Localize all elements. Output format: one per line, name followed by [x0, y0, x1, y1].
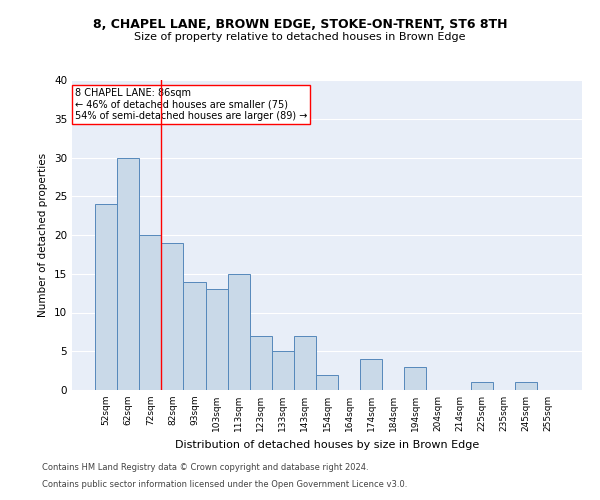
Bar: [161, 243, 184, 390]
Bar: [250, 336, 272, 390]
Text: Contains public sector information licensed under the Open Government Licence v3: Contains public sector information licen…: [42, 480, 407, 489]
X-axis label: Distribution of detached houses by size in Brown Edge: Distribution of detached houses by size …: [175, 440, 479, 450]
Bar: [360, 359, 382, 390]
Bar: [404, 367, 427, 390]
Bar: [294, 336, 316, 390]
Bar: [95, 204, 117, 390]
Bar: [515, 382, 537, 390]
Y-axis label: Number of detached properties: Number of detached properties: [38, 153, 49, 317]
Bar: [316, 374, 338, 390]
Bar: [272, 351, 294, 390]
Bar: [227, 274, 250, 390]
Text: Contains HM Land Registry data © Crown copyright and database right 2024.: Contains HM Land Registry data © Crown c…: [42, 464, 368, 472]
Bar: [206, 289, 227, 390]
Bar: [117, 158, 139, 390]
Text: 8, CHAPEL LANE, BROWN EDGE, STOKE-ON-TRENT, ST6 8TH: 8, CHAPEL LANE, BROWN EDGE, STOKE-ON-TRE…: [93, 18, 507, 30]
Bar: [470, 382, 493, 390]
Text: 8 CHAPEL LANE: 86sqm
← 46% of detached houses are smaller (75)
54% of semi-detac: 8 CHAPEL LANE: 86sqm ← 46% of detached h…: [74, 88, 307, 121]
Bar: [139, 235, 161, 390]
Text: Size of property relative to detached houses in Brown Edge: Size of property relative to detached ho…: [134, 32, 466, 42]
Bar: [184, 282, 206, 390]
